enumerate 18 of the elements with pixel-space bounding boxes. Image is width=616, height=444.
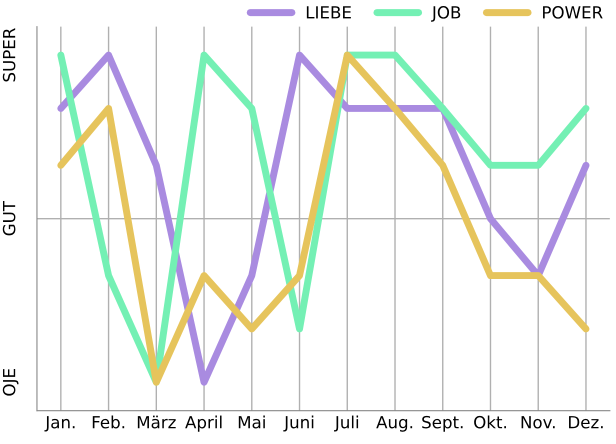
x-tick-label: Feb. [92, 416, 124, 428]
text: OJE [2, 369, 18, 396]
x-tick-label: Sept. [422, 416, 463, 432]
legend-label: POWER [543, 6, 603, 19]
x-tick-label: April [185, 416, 222, 432]
legend-label: JOB [431, 6, 460, 22]
text: SUPER [2, 28, 16, 82]
x-tick-label: Juli [334, 416, 358, 432]
x-tick-label: Dez. [569, 416, 603, 428]
x-tick-label: Jan. [44, 416, 75, 432]
legend-label: LIEBE [306, 6, 351, 18]
text: GUT [2, 200, 16, 236]
x-tick-label: Mai [238, 416, 265, 428]
x-tick-label: Nov. [522, 416, 555, 428]
x-tick-label: März [138, 416, 176, 428]
x-tick-label: Okt. [474, 416, 506, 428]
x-tick-label: Juni [283, 416, 314, 432]
x-tick-label: Aug. [376, 416, 412, 432]
